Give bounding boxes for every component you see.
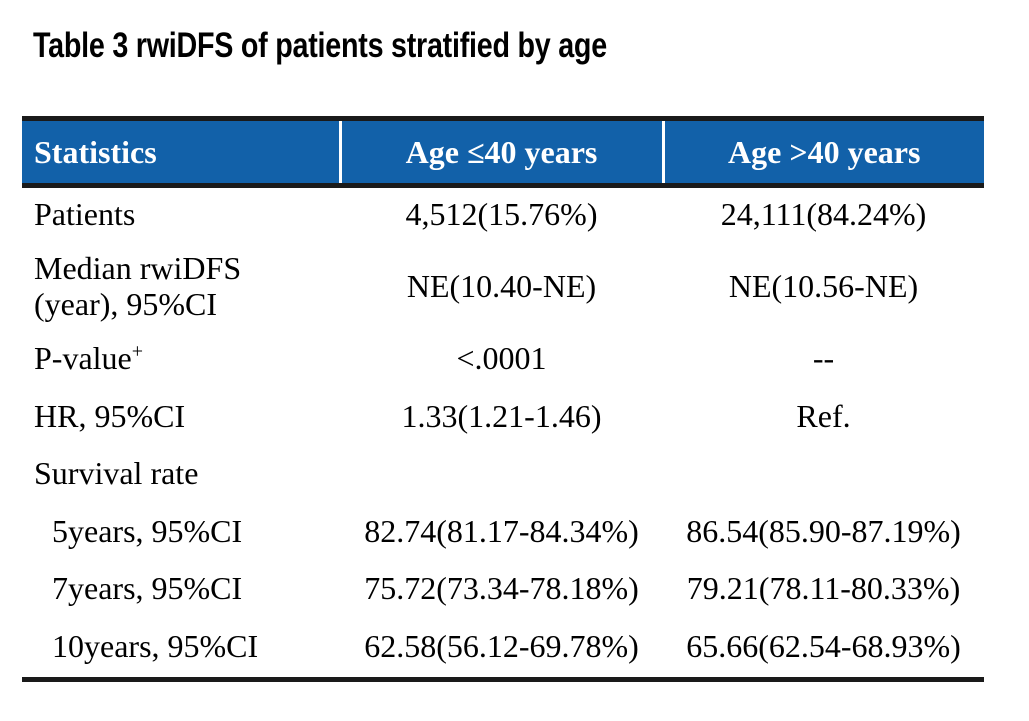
cell-value: 4,512(15.76%) [405, 196, 598, 233]
cell-value: 62.58(56.12-69.78%) [364, 628, 639, 665]
table-row-5years: 5years, 95%CI 82.74(81.17-84.34%) 86.54(… [22, 503, 984, 561]
row-label: 7years, 95%CI [52, 570, 243, 607]
table-row-7years: 7years, 95%CI 75.72(73.34-78.18%) 79.21(… [22, 561, 984, 618]
header-row: Statistics Age ≤40 years Age >40 years [22, 118, 984, 188]
data-table: Statistics Age ≤40 years Age >40 years P… [22, 116, 984, 682]
row-label: HR, 95%CI [34, 397, 186, 434]
row-label-line1: Median rwiDFS [34, 249, 242, 286]
row-label: P-value+ [22, 331, 340, 388]
cell-value: NE(10.40-NE) [406, 267, 597, 304]
table-body: Patients 4,512(15.76%) 24,111(84.24%) Me… [22, 186, 984, 680]
cell-value [663, 446, 984, 503]
cell-value: -- [812, 340, 835, 377]
table-row-10years: 10years, 95%CI 62.58(56.12-69.78%) 65.66… [22, 618, 984, 680]
cell-value: NE(10.56-NE) [728, 267, 919, 304]
table-header: Statistics Age ≤40 years Age >40 years [22, 118, 984, 188]
cell-value: Ref. [796, 397, 851, 434]
table-row-survival-rate: Survival rate [22, 446, 984, 503]
row-label: Median rwiDFS (year), 95%CI [22, 243, 340, 331]
row-label-text: P-value [34, 340, 132, 377]
cell-value [340, 446, 663, 503]
cell-value: 24,111(84.24%) [720, 196, 927, 233]
row-label: Survival rate [34, 455, 199, 492]
row-label-line2: (year), 95%CI [34, 285, 218, 322]
cell-value: 65.66(62.54-68.93%) [686, 628, 961, 665]
cell-value: 1.33(1.21-1.46) [401, 397, 602, 434]
table-row-patients: Patients 4,512(15.76%) 24,111(84.24%) [22, 186, 984, 243]
column-header-age-le40: Age ≤40 years [338, 118, 663, 188]
table-title: Table 3 rwiDFS of patients stratified by… [33, 26, 607, 65]
row-label: 10years, 95%CI [52, 628, 259, 665]
row-label: Patients [34, 196, 136, 233]
cell-value: 86.54(85.90-87.19%) [686, 512, 961, 549]
superscript-plus: + [131, 340, 144, 363]
cell-value: 75.72(73.34-78.18%) [364, 570, 639, 607]
column-header-statistics: Statistics [22, 118, 340, 188]
cell-value: 82.74(81.17-84.34%) [364, 512, 639, 549]
column-header-age-gt40: Age >40 years [661, 118, 984, 188]
cell-value: <.0001 [456, 340, 547, 377]
cell-value: 79.21(78.11-80.33%) [686, 570, 961, 607]
table-row-median-rwidfs: Median rwiDFS (year), 95%CI NE(10.40-NE)… [22, 243, 984, 331]
table-row-p-value: P-value+ <.0001 -- [22, 331, 984, 388]
table-row-hr: HR, 95%CI 1.33(1.21-1.46) Ref. [22, 388, 984, 446]
row-label: 5years, 95%CI [52, 512, 243, 549]
